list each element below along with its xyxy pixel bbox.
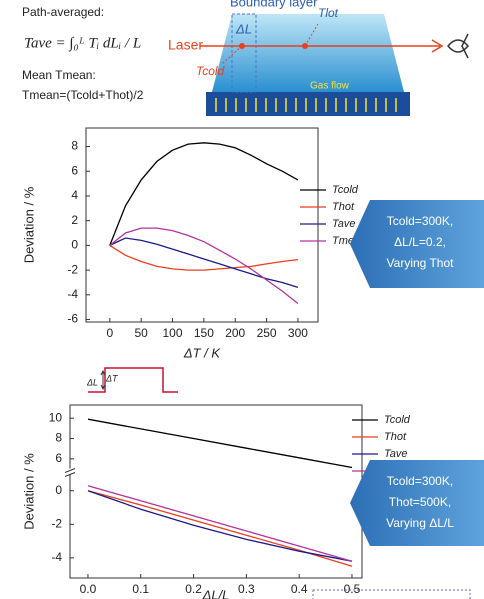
y-tick-label: 8 [71, 139, 78, 153]
series-line [87, 490, 353, 567]
x-tick-label: 100 [163, 326, 183, 340]
y-tick-label: -2 [67, 262, 78, 276]
y-tick-label: 2 [71, 213, 78, 227]
header-text: Path-averaged: [22, 5, 104, 19]
x-tick-label: 150 [194, 326, 214, 340]
series-line [87, 418, 353, 469]
y-axis-label: Deviation / % [21, 453, 36, 530]
series-line [109, 142, 299, 246]
plot-frame [85, 127, 319, 323]
x-tick-label: 0.2 [185, 582, 202, 596]
diagram-label: Boundary layer [230, 0, 318, 9]
callout-text: Varying Thot [387, 256, 455, 270]
y-tick-label: -2 [51, 516, 62, 530]
flow-arrows [215, 98, 397, 112]
y-tick-label: -4 [51, 550, 62, 564]
callout-text: Varying ΔL/L [386, 516, 454, 530]
diagram-label: ΔL [235, 21, 252, 36]
y-tick-label: 0 [71, 238, 78, 252]
boundary-box [231, 13, 257, 93]
x-tick-label: 0.5 [344, 582, 361, 596]
axis-break-gap [66, 468, 74, 475]
y-tick-label: 10 [49, 410, 63, 424]
x-axis-label: ΔT / K [183, 345, 221, 360]
axis-break [64, 468, 76, 477]
diagram-label: Tlot [318, 6, 339, 20]
diagram: Boundary layer Tlot ΔL Laser Tcold Gas f… [168, 0, 469, 116]
series-line [87, 490, 353, 562]
callout-text: Tcold=300K, [387, 474, 453, 488]
callout [350, 460, 484, 546]
legend-label: Thot [332, 201, 355, 213]
x-tick-label: 300 [288, 326, 308, 340]
callout-text: ΔL/L=0.2, [394, 235, 446, 249]
y-tick-label: 6 [71, 163, 78, 177]
y-tick-label: 6 [55, 451, 62, 465]
inset-arrow [100, 369, 106, 391]
legend-label: Tcold [384, 414, 411, 426]
y-tick-label: -4 [67, 287, 78, 301]
diagram-label: Laser [168, 37, 203, 53]
x-axis-label: ΔL/L [202, 587, 230, 599]
inset-step [88, 367, 178, 393]
callout-text: Thot=500K, [389, 495, 451, 509]
x-tick-label: 0 [106, 326, 113, 340]
inset-label: ΔT [105, 373, 119, 383]
y-tick-label: 0 [55, 483, 62, 497]
equation: Tave = ∫₀ᴸ Tᵢ dLᵢ / L [24, 35, 141, 51]
inset-label: ΔL [86, 377, 98, 387]
series-line [109, 244, 298, 271]
series-line [87, 485, 353, 562]
diagram-label: Gas flow [310, 81, 350, 92]
x-tick-label: 200 [225, 326, 245, 340]
header-text: Mean Tmean: [22, 68, 96, 82]
gas-region [212, 14, 404, 92]
diagram-label: Tcold [196, 64, 225, 78]
legend-label: Tave [384, 448, 407, 460]
leader [221, 23, 319, 65]
legend-label: Tcold [332, 184, 359, 196]
series-line [109, 227, 299, 305]
y-axis-label: Deviation / % [21, 186, 36, 263]
callout-text: Tcold=300K, [387, 214, 453, 228]
eye [447, 33, 469, 59]
series-line [109, 237, 299, 289]
x-tick-label: 0.4 [291, 582, 308, 596]
callout [350, 200, 484, 288]
y-tick-label: 8 [55, 431, 62, 445]
legend-label: Tave [332, 218, 355, 230]
header-text: Tmean=(Tcold+Thot)/2 [22, 88, 144, 102]
legend-label: Thot [384, 431, 407, 443]
x-tick-label: 250 [257, 326, 277, 340]
y-tick-label: 4 [71, 188, 78, 202]
x-tick-label: 0.1 [132, 582, 149, 596]
x-tick-label: 50 [134, 326, 148, 340]
laser-arrow [431, 39, 444, 53]
x-tick-label: 0.3 [238, 582, 255, 596]
y-tick-label: -6 [67, 312, 78, 326]
note-box [312, 589, 471, 599]
x-tick-label: 0.0 [80, 582, 97, 596]
